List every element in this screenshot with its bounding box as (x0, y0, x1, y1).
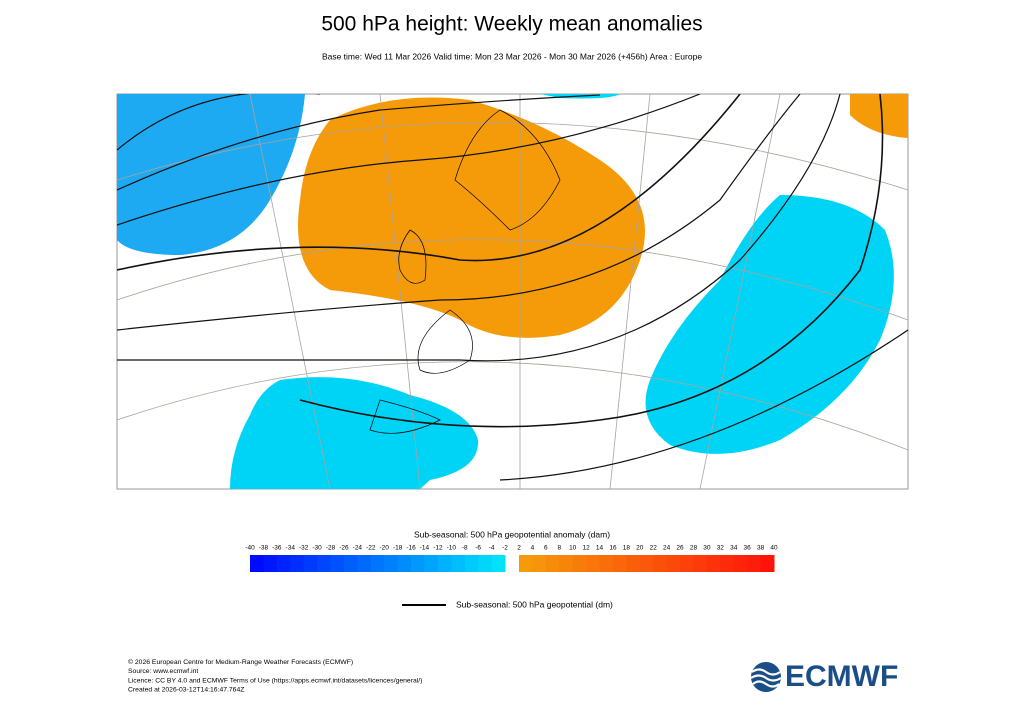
colorbar-segment (317, 555, 332, 572)
colorbar-tick-label: -40 (245, 545, 255, 552)
anomaly-positive (850, 94, 908, 138)
colorbar-segment (559, 555, 574, 572)
colorbar-tick-label: 18 (623, 545, 631, 552)
colorbar-tick-label: 36 (744, 545, 752, 552)
colorbar-tick-label: 6 (544, 545, 548, 552)
colorbar-tick-label: 8 (557, 545, 561, 552)
colorbar-tick-label: -10 (447, 545, 457, 552)
colorbar-segment (464, 555, 479, 572)
colorbar-tick-label: 4 (531, 545, 535, 552)
colorbar-tick-label: 14 (596, 545, 604, 552)
colorbar-segment (653, 555, 668, 572)
colorbar: Sub-seasonal: 500 hPa geopotential anoma… (245, 529, 778, 572)
anomaly-negative (645, 195, 894, 454)
colorbar-tick-label: 30 (703, 545, 711, 552)
colorbar-tick-label: -28 (326, 545, 336, 552)
title: 500 hPa height: Weekly mean anomalies (321, 13, 702, 36)
colorbar-segment (411, 555, 425, 572)
colorbar-tick-label: -38 (259, 545, 269, 552)
colorbar-tick-label: 38 (757, 545, 765, 552)
colorbar-segment (478, 555, 493, 572)
colorbar-tick-label: 22 (650, 545, 658, 552)
colorbar-tick-label: -4 (489, 545, 495, 552)
colorbar-tick-label: -8 (462, 545, 468, 552)
colorbar-tick-label: -12 (433, 545, 443, 552)
colorbar-tick-label: -30 (312, 545, 322, 552)
colorbar-segment (303, 555, 318, 572)
colorbar-tick-label: 2 (517, 545, 521, 552)
colorbar-segment (666, 555, 681, 572)
colorbar-tick-label: -16 (406, 545, 416, 552)
colorbar-tick-label: -32 (299, 545, 309, 552)
colorbar-tick-label: -18 (393, 545, 403, 552)
colorbar-tick-label: -22 (366, 545, 376, 552)
colorbar-segment (747, 555, 762, 572)
footer-line: © 2026 European Centre for Medium-Range … (128, 658, 353, 666)
colorbar-tick-label: 24 (663, 545, 671, 552)
colorbar-segment (250, 555, 264, 572)
colorbar-segment (424, 555, 439, 572)
colorbar-tick-label: 26 (676, 545, 684, 552)
colorbar-tick-label: -36 (272, 545, 282, 552)
colorbar-tick-label: -6 (475, 545, 481, 552)
colorbar-segment (680, 555, 694, 572)
colorbar-segment (384, 555, 399, 572)
colorbar-tick-label: 32 (717, 545, 725, 552)
colorbar-segment (532, 555, 547, 572)
colorbar-tick-label: 10 (569, 545, 577, 552)
subtitle: Base time: Wed 11 Mar 2026 Valid time: M… (322, 51, 702, 61)
colorbar-segment (357, 555, 372, 572)
colorbar-segment (451, 555, 466, 572)
logo-text: ECMWF (785, 660, 898, 693)
colorbar-segment (720, 555, 735, 572)
colorbar-segment (276, 555, 291, 572)
colorbar-tick-label: -24 (353, 545, 363, 552)
colorbar-segment (397, 555, 412, 572)
colorbar-tick-label: -2 (502, 545, 508, 552)
colorbar-tick-label: 20 (636, 545, 644, 552)
map (116, 93, 909, 490)
colorbar-segment (626, 555, 641, 572)
colorbar-tick-label: 16 (609, 545, 617, 552)
colorbar-tick-label: -34 (286, 545, 296, 552)
colorbar-segment (599, 555, 614, 572)
colorbar-segment (330, 555, 345, 572)
colorbar-tick-label: 34 (730, 545, 738, 552)
colorbar-tick-label: -26 (339, 545, 349, 552)
logo: ECMWF (750, 660, 898, 693)
colorbar-title: Sub-seasonal: 500 hPa geopotential anoma… (414, 529, 610, 539)
colorbar-tick-label: 12 (582, 545, 590, 552)
colorbar-segment (612, 555, 627, 572)
footer: © 2026 European Centre for Medium-Range … (128, 658, 422, 694)
legend-label: Sub-seasonal: 500 hPa geopotential (dm) (456, 599, 613, 609)
colorbar-segment (370, 555, 385, 572)
colorbar-segment (586, 555, 601, 572)
colorbar-tick-label: -14 (420, 545, 430, 552)
colorbar-tick-label: -20 (380, 545, 390, 552)
colorbar-segment (263, 555, 278, 572)
colorbar-segment (519, 555, 533, 572)
colorbar-segment (639, 555, 654, 572)
colorbar-segment (491, 555, 506, 572)
colorbar-segment (760, 555, 775, 572)
anomaly-positive (298, 97, 645, 338)
colorbar-segment (706, 555, 721, 572)
colorbar-segment (290, 555, 305, 572)
colorbar-segment (545, 555, 560, 572)
footer-line: Created at 2026-03-12T14:16:47.764Z (128, 687, 244, 694)
anomaly-negative (230, 377, 479, 489)
colorbar-segment (572, 555, 587, 572)
colorbar-segment (437, 555, 452, 572)
footer-line: Licence: CC BY 4.0 and ECMWF Terms of Us… (128, 677, 422, 684)
colorbar-tick-label: 40 (770, 545, 778, 552)
colorbar-segment (693, 555, 708, 572)
footer-line: Source: www.ecmwf.int (128, 668, 198, 675)
colorbar-segment (733, 555, 748, 572)
colorbar-segment (343, 555, 358, 572)
colorbar-tick-label: 28 (690, 545, 698, 552)
